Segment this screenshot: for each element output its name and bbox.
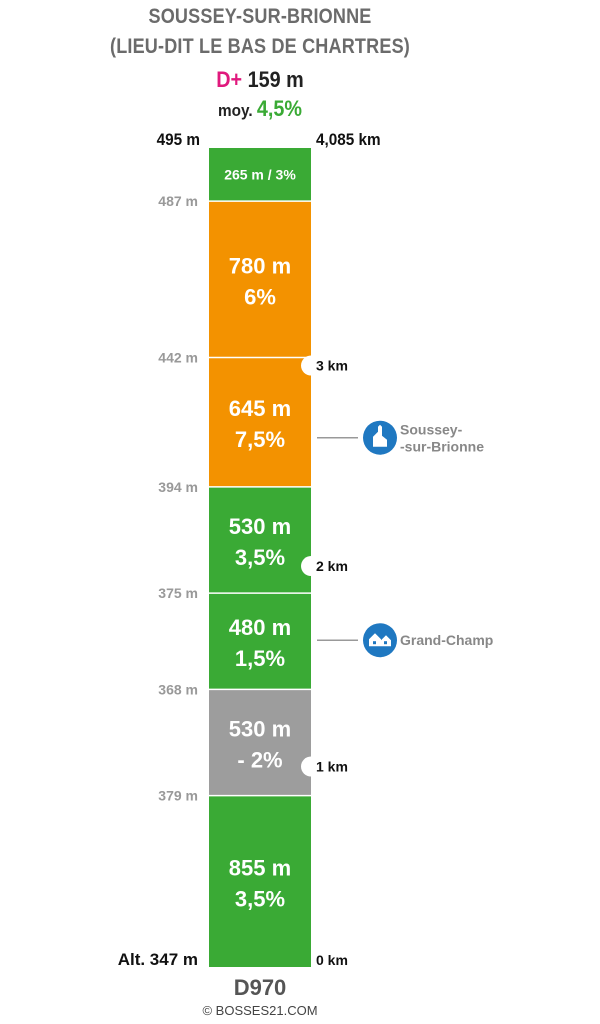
place-name: Grand-Champ <box>400 632 493 648</box>
segment-length-label: 780 m <box>229 253 291 278</box>
km-marker-label: 3 km <box>316 358 348 374</box>
segment-bar <box>209 486 311 594</box>
title-line-1: SOUSSEY-SUR-BRIONNE <box>148 5 372 28</box>
top-distance: 4,085 km <box>316 130 381 149</box>
segment-grade-label: 6% <box>244 284 276 309</box>
altitude-label: 487 m <box>158 193 198 209</box>
segment-bar <box>209 201 311 358</box>
km-notch <box>301 556 321 577</box>
segment-length-label: 530 m <box>229 716 291 741</box>
km-marker-label: 1 km <box>316 759 348 775</box>
top-altitude: 495 m <box>156 130 200 149</box>
km-notch <box>301 756 321 777</box>
km-notch <box>301 355 321 376</box>
segment-grade-label: 1,5% <box>235 646 285 671</box>
place-name: Soussey- <box>400 422 463 438</box>
segment-bar <box>209 357 311 487</box>
altitude-label: 442 m <box>158 350 198 366</box>
segment-length-label: 530 m <box>229 514 291 539</box>
segment-length-label: 480 m <box>229 615 291 640</box>
avg-label: moy. <box>218 101 253 120</box>
segment-bar <box>209 148 311 202</box>
altitude-label: 375 m <box>158 585 198 601</box>
segment-length-label: 645 m <box>229 396 291 421</box>
segment-label: 265 m / 3% <box>224 167 296 183</box>
segment-grade-label: 3,5% <box>235 886 285 911</box>
altitude-label: 394 m <box>158 479 198 495</box>
km-marker-label: 0 km <box>316 952 348 968</box>
altitude-label: 379 m <box>158 788 198 804</box>
place-name: -sur-Brionne <box>400 439 484 455</box>
segment-bar <box>209 795 311 967</box>
segment-grade-label: - 2% <box>237 747 282 772</box>
dplus-label: D+ <box>216 67 243 92</box>
segment-bar <box>209 593 311 690</box>
house-window <box>384 641 387 645</box>
altitude-label: 368 m <box>158 681 198 697</box>
base-altitude-label: Alt. 347 m <box>118 950 198 969</box>
road-name: D970 <box>233 975 287 1000</box>
segment-grade-label: 3,5% <box>235 545 285 570</box>
km-marker-label: 2 km <box>316 558 348 574</box>
average-grade: moy. 4,5% <box>26 96 494 122</box>
elevation-gain: D+ 159 m <box>26 67 494 93</box>
copyright: © BOSSES21.COM <box>202 1003 318 1018</box>
segment-grade-label: 7,5% <box>235 427 285 452</box>
segment-length-label: 855 m <box>229 855 291 880</box>
house-window <box>373 641 376 645</box>
church-glyph <box>373 424 387 447</box>
title-line-2: (LIEU-DIT LE BAS DE CHARTRES) <box>110 35 410 58</box>
avg-value: 4,5% <box>256 96 302 121</box>
segment-bar <box>209 689 311 796</box>
dplus-value: 159 m <box>247 67 304 92</box>
